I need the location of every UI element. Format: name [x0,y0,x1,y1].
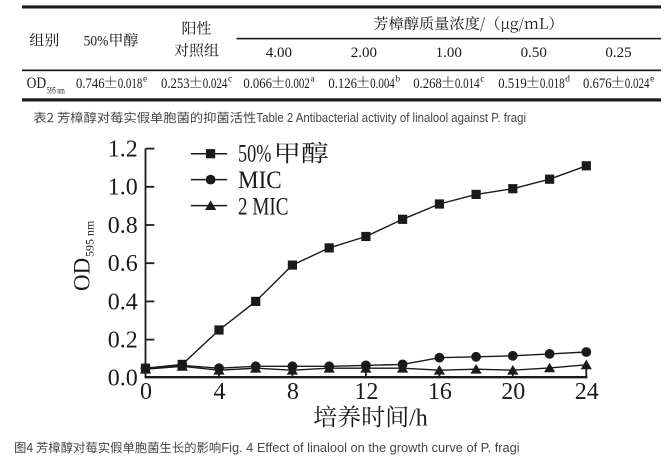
svg-text:c: c [480,75,484,85]
svg-text:4.00: 4.00 [266,45,292,61]
svg-text:0.126: 0.126 [328,76,357,92]
svg-text:595 nm: 595 nm [83,220,97,257]
svg-text:24: 24 [575,379,599,405]
svg-text:0.25: 0.25 [605,45,631,61]
svg-text:1.00: 1.00 [436,45,462,61]
svg-text:Table 2 Antibacterial activity: Table 2 Antibacterial activity of linalo… [256,111,526,125]
svg-text:0.018: 0.018 [540,76,565,92]
svg-text:b: b [395,75,400,85]
svg-text:0.268: 0.268 [413,76,442,92]
svg-text:c: c [228,75,232,85]
svg-text:e: e [143,75,147,85]
svg-text:d: d [565,75,570,85]
svg-text:12: 12 [354,379,378,405]
svg-text:20: 20 [501,379,525,405]
svg-text:4: 4 [214,379,226,405]
svg-text:0.014: 0.014 [455,76,480,92]
svg-text:0.018: 0.018 [118,76,143,92]
svg-text:MIC: MIC [238,167,282,194]
svg-text:1.2: 1.2 [108,137,138,163]
svg-text:0.676: 0.676 [583,76,612,92]
svg-text:0.004: 0.004 [370,76,395,92]
svg-text:0.0: 0.0 [108,366,138,392]
svg-text:0.066: 0.066 [243,76,272,92]
svg-text:0.746: 0.746 [76,76,105,92]
svg-text:595 nm: 595 nm [47,85,65,95]
svg-text:0.6: 0.6 [108,251,138,277]
svg-text:OD: OD [70,258,95,291]
svg-text:50%: 50% [238,141,271,168]
svg-text:0.253: 0.253 [161,76,190,92]
svg-text:/h: /h [409,406,428,432]
svg-text:0.2: 0.2 [108,328,138,354]
svg-text:OD: OD [27,75,47,92]
svg-text:e: e [650,75,654,85]
svg-text:0.024: 0.024 [625,76,650,92]
svg-text:16: 16 [428,379,452,405]
svg-text:0.519: 0.519 [498,76,527,92]
svg-text:2 MIC: 2 MIC [238,193,289,220]
svg-text:0.024: 0.024 [203,76,228,92]
svg-text:a: a [311,75,316,85]
svg-text:0.8: 0.8 [108,213,138,239]
svg-text:0.002: 0.002 [285,76,310,92]
svg-text:50%: 50% [84,33,109,49]
svg-text:1.0: 1.0 [108,175,138,201]
svg-text:Fig. 4 Effect of linalool on t: Fig. 4 Effect of linalool on the growth … [221,441,519,455]
svg-text:2.00: 2.00 [351,45,377,61]
svg-text:8: 8 [287,379,299,405]
svg-text:0.50: 0.50 [521,45,547,61]
svg-text:0: 0 [140,379,152,405]
svg-text:0.4: 0.4 [108,289,138,315]
